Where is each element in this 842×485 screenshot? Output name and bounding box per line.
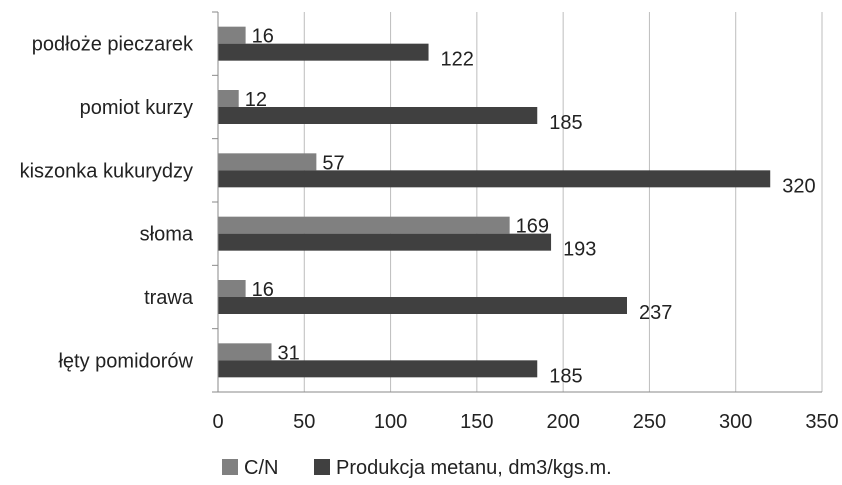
bar-cn-1 — [218, 90, 239, 107]
value-label-cn-3: 169 — [516, 216, 549, 238]
value-label-methane-0: 122 — [441, 49, 474, 71]
value-label-cn-1: 12 — [245, 89, 267, 111]
bar-methane-5 — [218, 360, 538, 378]
bar-cn-4 — [218, 280, 246, 297]
value-label-methane-5: 185 — [549, 365, 582, 387]
value-label-methane-3: 193 — [563, 239, 596, 261]
value-label-methane-1: 185 — [549, 112, 582, 134]
x-tick-label-50: 50 — [293, 411, 315, 433]
value-label-methane-2: 320 — [782, 175, 815, 197]
category-label: słoma — [140, 224, 194, 246]
x-tick-label-200: 200 — [546, 411, 579, 433]
bar-methane-2 — [218, 170, 771, 188]
bar-cn-5 — [218, 343, 272, 361]
x-tick-label-350: 350 — [805, 411, 838, 433]
x-tick-label-250: 250 — [633, 411, 666, 433]
bar-cn-2 — [218, 153, 317, 171]
category-label: łęty pomidorów — [58, 350, 193, 372]
bar-cn-0 — [218, 26, 246, 44]
value-label-cn-5: 31 — [277, 342, 299, 364]
value-labels: 16 122 12 185 57 320 169 193 16 237 31 185 — [245, 26, 816, 388]
value-label-methane-4: 237 — [639, 302, 672, 324]
category-label: kiszonka kukurydzy — [20, 160, 193, 182]
value-label-cn-2: 57 — [322, 152, 344, 174]
category-label: trawa — [144, 287, 194, 309]
legend: C/N Produkcja metanu, dm3/kgs.m. — [222, 457, 612, 479]
bar-cn-3 — [218, 216, 510, 234]
bars-group — [218, 26, 771, 378]
legend-label-cn: C/N — [244, 457, 278, 479]
x-tick-label-150: 150 — [460, 411, 493, 433]
legend-swatch-methane — [314, 459, 330, 475]
x-tick-label-0: 0 — [212, 411, 223, 433]
x-tick-label-300: 300 — [719, 411, 752, 433]
axes-group — [212, 11, 822, 393]
bar-methane-0 — [218, 43, 429, 61]
category-label: pomiot kurzy — [80, 97, 193, 119]
bar-methane-3 — [218, 233, 552, 251]
category-label: podłoże pieczarek — [32, 34, 194, 56]
value-label-cn-0: 16 — [252, 26, 274, 48]
legend-label-methane: Produkcja metanu, dm3/kgs.m. — [336, 457, 612, 479]
legend-swatch-cn — [222, 459, 238, 475]
value-label-cn-4: 16 — [252, 279, 274, 301]
x-tick-labels: 0 50 100 150 200 250 300 350 — [212, 411, 838, 433]
category-labels: podłoże pieczarek pomiot kurzy kiszonka ku… — [20, 34, 194, 373]
x-tick-label-100: 100 — [374, 411, 407, 433]
grid-lines — [303, 12, 823, 392]
bar-methane-4 — [218, 297, 627, 314]
bar-methane-1 — [218, 107, 538, 124]
